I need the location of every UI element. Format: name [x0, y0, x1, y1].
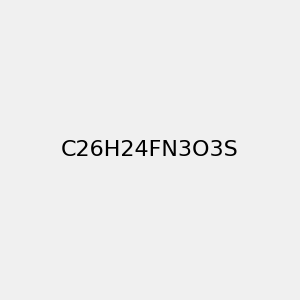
Text: C26H24FN3O3S: C26H24FN3O3S	[61, 140, 239, 160]
